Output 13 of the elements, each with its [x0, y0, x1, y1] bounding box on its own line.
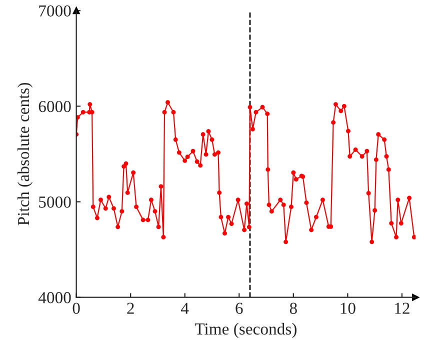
x-tick-label: 0 [72, 302, 80, 314]
y-tick-label: 6000 [38, 100, 71, 112]
x-tick-label: 10 [340, 302, 356, 314]
x-tick-label: 4 [181, 302, 189, 314]
y-tick-label: 7000 [39, 5, 71, 17]
x-tick-label: 8 [290, 302, 297, 314]
x-axis-title: Time (seconds) [194, 322, 296, 338]
y-tick-label: 4000 [38, 292, 71, 304]
y-axis-title: Pitch (absolute cents) [17, 82, 33, 226]
y-tick-label: 5000 [39, 196, 71, 208]
x-tick-label: 12 [395, 302, 410, 314]
x-tick-label: 6 [236, 302, 243, 314]
x-tick-label: 2 [127, 302, 134, 314]
